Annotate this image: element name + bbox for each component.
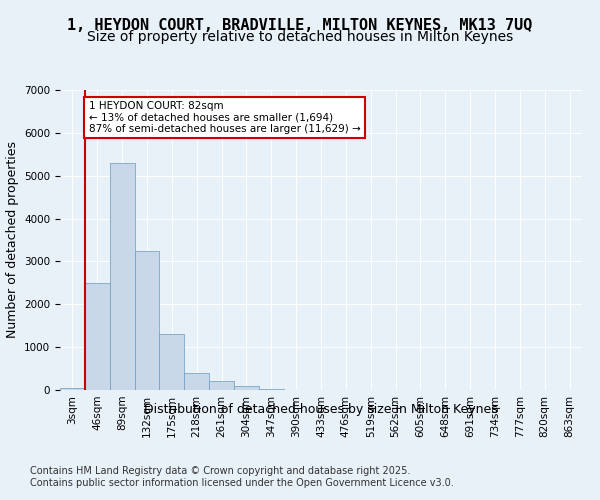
Bar <box>60 388 85 390</box>
Bar <box>184 373 209 390</box>
Y-axis label: Number of detached properties: Number of detached properties <box>5 142 19 338</box>
Bar <box>110 163 134 390</box>
Text: Distribution of detached houses by size in Milton Keynes: Distribution of detached houses by size … <box>144 402 498 415</box>
Text: 1, HEYDON COURT, BRADVILLE, MILTON KEYNES, MK13 7UQ: 1, HEYDON COURT, BRADVILLE, MILTON KEYNE… <box>67 18 533 32</box>
Text: 1 HEYDON COURT: 82sqm
← 13% of detached houses are smaller (1,694)
87% of semi-d: 1 HEYDON COURT: 82sqm ← 13% of detached … <box>89 100 361 134</box>
Bar <box>134 250 160 390</box>
Bar <box>160 334 184 390</box>
Bar <box>85 283 110 390</box>
Bar <box>209 382 234 390</box>
Bar <box>259 388 284 390</box>
Text: Contains HM Land Registry data © Crown copyright and database right 2025.
Contai: Contains HM Land Registry data © Crown c… <box>30 466 454 487</box>
Text: Size of property relative to detached houses in Milton Keynes: Size of property relative to detached ho… <box>87 30 513 44</box>
Bar <box>234 386 259 390</box>
